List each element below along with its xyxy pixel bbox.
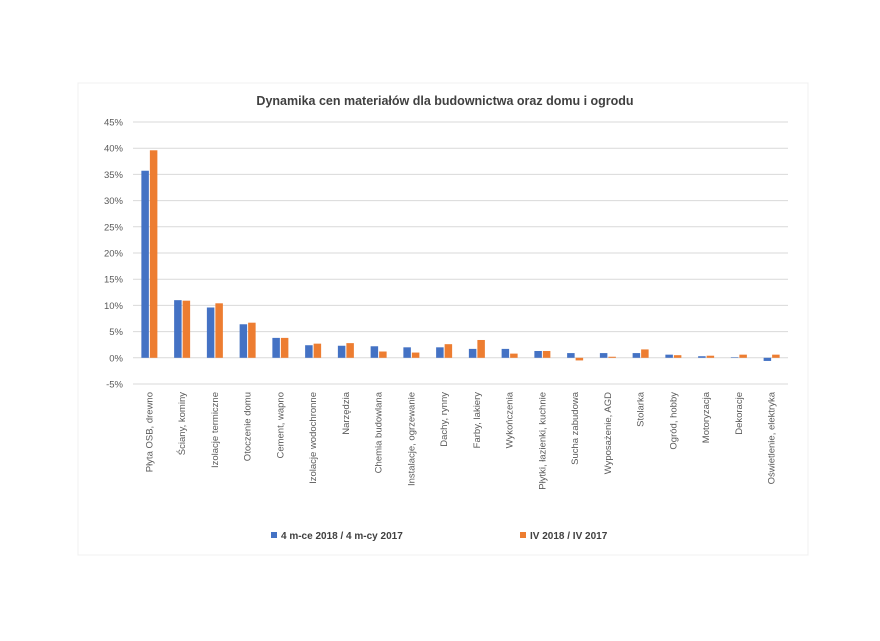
legend-swatch-series-2 (520, 532, 526, 538)
x-tick-label: Dekoracje (734, 392, 745, 435)
bar-series-2 (411, 352, 420, 358)
bar-series-1 (436, 347, 444, 358)
bar-series-2 (510, 353, 518, 358)
x-tick-label: Płytki, łazienki, kuchnie (537, 392, 548, 490)
x-tick-label: Ogród, hobby (668, 392, 679, 450)
bar-series-1 (468, 348, 477, 358)
y-tick-label: 0% (109, 353, 123, 364)
bar-series-2 (542, 350, 551, 358)
bar-series-2 (149, 150, 158, 358)
bar-series-2 (477, 339, 485, 358)
bar-series-1 (534, 350, 542, 358)
bar-series-1 (239, 324, 248, 358)
x-tick-label: Izolacje wodochronne (308, 392, 319, 484)
x-tick-label: Ściany, kominy (176, 392, 188, 455)
y-tick-label: 5% (109, 327, 123, 338)
bar-series-1 (141, 170, 149, 358)
bar-series-2 (313, 343, 322, 358)
x-tick-label: Sucha zabudowa (570, 391, 581, 465)
bar-series-1 (305, 345, 313, 358)
chart-frame (77, 82, 809, 556)
x-tick-label: Oświetlenie, elektryka (767, 391, 778, 484)
bar-series-2 (444, 344, 453, 358)
bar-series-1 (206, 307, 215, 358)
legend-label-series-1: 4 m-ce 2018 / 4 m-cy 2017 (281, 531, 403, 542)
legend-swatch-series-1 (271, 532, 277, 538)
x-tick-label: Motoryzacja (701, 391, 712, 443)
y-tick-label: 35% (104, 170, 124, 181)
bar-series-1 (632, 353, 641, 358)
legend-label-series-2: IV 2018 / IV 2017 (530, 531, 608, 542)
bar-series-1 (599, 353, 608, 358)
bar-series-1 (174, 300, 182, 358)
bar-series-2 (346, 343, 354, 358)
bar-series-2 (739, 354, 747, 358)
bar-series-2 (641, 349, 649, 358)
bar-series-1 (403, 347, 411, 358)
bar-series-2 (182, 300, 191, 358)
x-tick-label: Stolarka (636, 391, 647, 427)
bar-series-2 (379, 351, 387, 358)
y-tick-label: 30% (104, 196, 124, 207)
x-tick-label: Chemia budowlana (374, 391, 385, 473)
y-tick-label: 20% (104, 249, 124, 260)
bar-series-1 (501, 348, 510, 358)
x-tick-label: Dachy, rynny (439, 392, 450, 447)
bar-series-1 (730, 357, 739, 358)
y-tick-label: 15% (104, 275, 124, 286)
y-tick-label: 10% (104, 301, 124, 312)
bar-series-2 (248, 322, 256, 358)
y-tick-label: 40% (104, 144, 124, 155)
bar-series-1 (665, 354, 673, 358)
legend: 4 m-ce 2018 / 4 m-cy 2017 IV 2018 / IV 2… (271, 531, 608, 542)
x-tick-label: Płyta OSB, drewno (144, 392, 155, 472)
x-tick-label: Cement, wapno (275, 392, 286, 459)
bar-series-1 (272, 337, 280, 358)
y-tick-label: 25% (104, 222, 124, 233)
x-tick-label: Wykończenia (505, 391, 516, 448)
bar-series-1 (698, 356, 706, 358)
chart-title: Dynamika cen materiałów dla budownictwa … (256, 94, 633, 108)
bar-series-2 (280, 337, 289, 358)
y-tick-label: -5% (106, 380, 123, 391)
bar-series-1 (337, 345, 346, 358)
bar-series-1 (567, 353, 575, 358)
bar-series-2 (215, 303, 223, 358)
bar-series-1 (763, 357, 772, 361)
x-tick-label: Instalacje, ogrzewanie (406, 392, 417, 486)
bar-series-2 (772, 354, 780, 358)
x-tick-label: Otoczenie domu (243, 392, 254, 461)
bar-series-2 (575, 357, 584, 361)
bar-series-2 (608, 356, 616, 358)
bar-series-1 (370, 346, 379, 358)
x-tick-label: Wyposażenie, AGD (603, 392, 614, 474)
x-tick-label: Farby, lakiery (472, 392, 483, 449)
x-tick-label: Narzędzia (341, 391, 352, 434)
bar-series-2 (673, 355, 682, 358)
y-tick-label: 45% (104, 118, 124, 129)
x-tick-label: Izolacje termiczne (210, 392, 221, 468)
bar-series-2 (706, 355, 715, 358)
